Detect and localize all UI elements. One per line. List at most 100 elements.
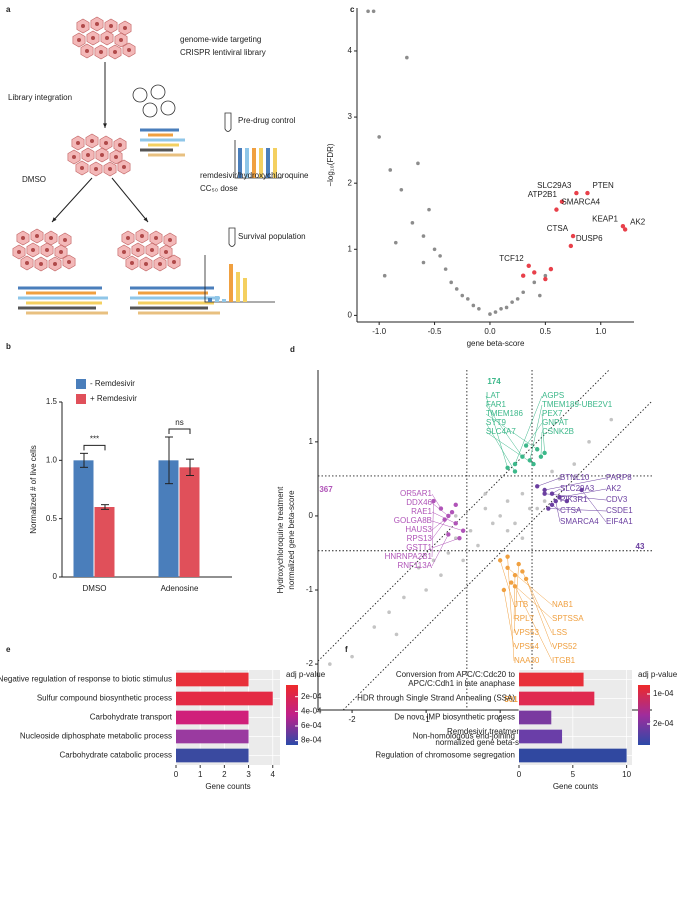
- nucleus: [104, 141, 108, 145]
- y-tick-label: -2: [306, 659, 314, 668]
- point: [493, 310, 498, 314]
- significance-bracket: [168, 428, 191, 434]
- point: [538, 293, 542, 298]
- label-leader: [485, 413, 538, 450]
- colorbar-tick-label: 2e-04: [653, 719, 674, 728]
- point: [427, 207, 431, 212]
- nucleus: [53, 262, 57, 266]
- point: [510, 300, 514, 304]
- bar: [73, 460, 94, 577]
- nucleus: [164, 250, 168, 254]
- panel-label: e: [6, 645, 11, 654]
- legend-label: - Remdesivir: [90, 379, 135, 388]
- point-label: BTNL10: [560, 473, 590, 482]
- point: [532, 280, 537, 285]
- point: [490, 521, 495, 526]
- label-leader: [431, 493, 442, 509]
- point: [405, 55, 409, 60]
- point-label: GSTT1: [406, 543, 432, 552]
- point: [328, 662, 332, 666]
- nucleus: [91, 36, 95, 40]
- x-tick-label: 0: [174, 770, 179, 779]
- point: [387, 610, 391, 615]
- point-label: RPL7: [514, 614, 535, 623]
- colorbar-title: adj p-value: [638, 670, 678, 679]
- nucleus: [72, 155, 76, 159]
- point-label: GNPAT: [542, 418, 568, 427]
- point-label: VPS53: [514, 628, 539, 637]
- nucleus: [67, 260, 71, 264]
- illustration-bar: [245, 148, 249, 178]
- point: [572, 462, 577, 466]
- point-label: NAB1: [552, 600, 573, 609]
- point: [461, 558, 465, 563]
- diagram-text: CC₅₀ dose: [200, 184, 238, 193]
- point: [454, 287, 459, 291]
- y-tick-label: 1: [348, 244, 353, 253]
- point-label: LSS: [552, 628, 567, 637]
- y-tick-label: Negative regulation of response to bioti…: [0, 675, 172, 684]
- point: [535, 506, 540, 511]
- point: [431, 498, 436, 504]
- point-label: LAT: [486, 391, 500, 400]
- label-leader: [513, 564, 519, 634]
- y-tick-label: APC/C:Cdh1 in late anaphase: [408, 679, 515, 688]
- point: [424, 588, 428, 592]
- point: [410, 221, 415, 225]
- colorbar: [638, 685, 650, 745]
- bar: [519, 748, 627, 763]
- point-label: HAUS3: [405, 525, 432, 534]
- label-leader: [431, 519, 445, 531]
- point: [402, 595, 406, 600]
- x-tick-label: -2: [349, 715, 357, 724]
- point: [609, 417, 614, 422]
- label-leader: [499, 560, 515, 606]
- illustration-bar: [236, 272, 240, 302]
- diagram-text: CRISPR lentiviral library: [180, 48, 266, 57]
- point: [382, 273, 387, 278]
- nucleus: [130, 261, 134, 265]
- plasmid: [132, 87, 148, 103]
- x-tick-label: 0: [517, 770, 522, 779]
- group-count: 174: [487, 377, 501, 386]
- label-leader: [511, 582, 553, 620]
- illustration-bar: [273, 148, 277, 178]
- point: [466, 297, 470, 301]
- point: [557, 477, 562, 481]
- illustration-bar: [229, 264, 233, 302]
- point: [568, 243, 574, 249]
- nucleus: [113, 50, 117, 54]
- y-tick-label: Carbohydrate catabolic process: [59, 751, 172, 760]
- bar: [519, 729, 563, 744]
- y-tick-label: Nucleoside diphosphate metabolic process: [20, 732, 172, 741]
- point: [460, 293, 465, 298]
- y-tick-label: 0: [309, 511, 314, 520]
- colorbar-tick-label: 1e-04: [653, 689, 674, 698]
- illustration-bar: [222, 299, 226, 302]
- bar: [176, 748, 249, 763]
- point: [432, 247, 437, 252]
- axis-corner: [204, 255, 275, 303]
- y-tick-label: HDR through Single Strand Annealing (SSA…: [357, 694, 515, 703]
- x-tick-label: 5: [571, 770, 576, 779]
- label-leader: [544, 477, 607, 491]
- label-leader: [559, 499, 567, 502]
- x-tick-label: 0.5: [540, 327, 552, 336]
- nucleus: [86, 153, 90, 157]
- point: [388, 168, 393, 172]
- point: [520, 491, 525, 496]
- label-leader: [431, 502, 449, 517]
- group-count: 367: [319, 485, 333, 494]
- bar: [176, 672, 249, 687]
- panel-label: c: [350, 5, 355, 14]
- nucleus: [39, 262, 43, 266]
- x-tick-label: 4: [271, 770, 276, 779]
- nucleus: [45, 248, 49, 252]
- point-label: VPS52: [552, 642, 577, 651]
- nucleus: [150, 248, 154, 252]
- nucleus: [85, 49, 89, 53]
- panel-label: f: [345, 645, 348, 654]
- point-label: RAE1: [411, 507, 432, 516]
- label-leader: [540, 431, 543, 457]
- y-tick-label: 1.0: [46, 455, 58, 464]
